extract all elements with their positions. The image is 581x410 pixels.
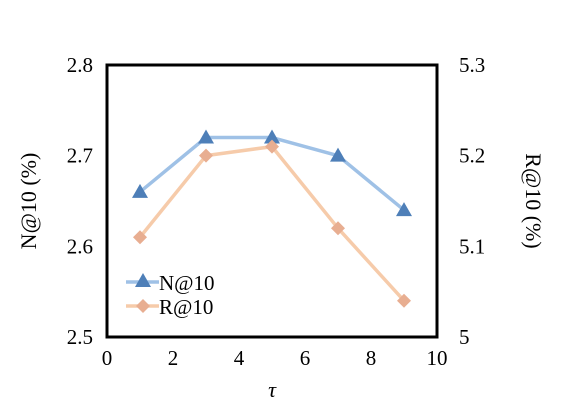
- x-axis-ticks: 0 2 4 6 8 10: [102, 346, 448, 370]
- x-tick-label: 0: [102, 346, 113, 370]
- data-point-n10: [396, 202, 412, 217]
- x-tick-label: 2: [168, 346, 179, 370]
- left-y-tick-label: 2.7: [67, 144, 93, 168]
- x-axis-title: τ: [268, 377, 277, 402]
- data-point-r10: [331, 221, 345, 236]
- x-tick-label: 6: [300, 346, 311, 370]
- x-tick-label: 4: [234, 346, 245, 370]
- x-tick-label: 10: [427, 346, 448, 370]
- data-point-n10: [330, 147, 346, 162]
- legend-label-r10: R@10: [159, 295, 213, 319]
- plot-area-frame: [105, 63, 439, 339]
- data-point-n10: [264, 129, 280, 144]
- left-y-tick-label: 2.8: [67, 53, 93, 77]
- left-y-axis-title: N@10 (%): [16, 153, 41, 250]
- right-y-tick-label: 5: [459, 325, 470, 349]
- right-y-tick-label: 5.1: [459, 234, 485, 258]
- right-y-tick-label: 5.3: [459, 53, 485, 77]
- data-point-r10: [199, 148, 213, 163]
- legend-marker-r10: [136, 299, 150, 313]
- legend-marker-n10: [135, 273, 151, 287]
- data-point-n10: [132, 183, 148, 198]
- legend-label-n10: N@10: [159, 271, 215, 295]
- legend-item-r10: R@10: [126, 295, 213, 319]
- x-tick-label: 8: [366, 346, 377, 370]
- right-y-axis-ticks: 5 5.1 5.2 5.3: [459, 53, 485, 349]
- data-point-r10: [133, 230, 147, 245]
- legend: N@10 R@10: [126, 271, 215, 319]
- right-y-tick-label: 5.2: [459, 144, 485, 168]
- left-y-tick-label: 2.5: [67, 325, 93, 349]
- right-y-axis-title: R@10 (%): [521, 153, 546, 248]
- data-point-r10: [265, 139, 279, 154]
- data-point-r10: [397, 293, 411, 308]
- left-y-tick-label: 2.6: [67, 234, 93, 258]
- series-markers: [132, 129, 412, 308]
- left-y-axis-ticks: 2.5 2.6 2.7 2.8: [67, 53, 93, 349]
- data-point-n10: [198, 129, 214, 144]
- legend-item-n10: N@10: [126, 271, 215, 295]
